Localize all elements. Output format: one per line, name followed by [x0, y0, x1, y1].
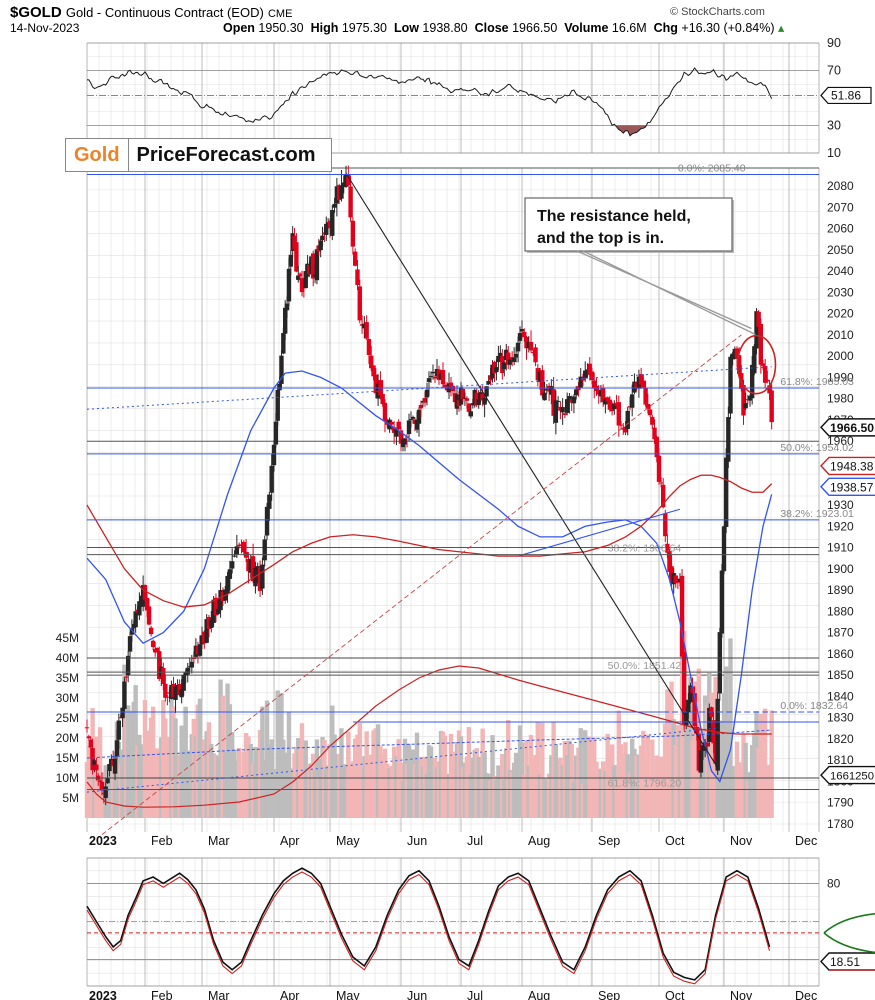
svg-text:Aug: Aug — [528, 834, 550, 848]
svg-text:The resistance held,: The resistance held, — [537, 208, 691, 225]
svg-text:5M: 5M — [62, 791, 79, 805]
svg-text:2020: 2020 — [827, 307, 854, 321]
svg-text:1920: 1920 — [827, 519, 854, 533]
svg-text:2040: 2040 — [827, 264, 854, 278]
svg-text:Aug: Aug — [528, 989, 550, 1000]
svg-text:Feb: Feb — [151, 834, 173, 848]
svg-text:Mar: Mar — [208, 989, 230, 1000]
svg-text:1980: 1980 — [827, 392, 854, 406]
svg-text:1860: 1860 — [827, 647, 854, 661]
svg-text:1780: 1780 — [827, 817, 854, 831]
svg-text:Oct: Oct — [665, 834, 685, 848]
svg-text:61.8%: 1985.03: 61.8%: 1985.03 — [780, 376, 854, 388]
svg-text:2030: 2030 — [827, 285, 854, 299]
svg-text:Jul: Jul — [467, 989, 483, 1000]
svg-text:50.0%: 1954.02: 50.0%: 1954.02 — [780, 442, 854, 454]
svg-text:18.51: 18.51 — [830, 955, 860, 969]
svg-text:2070: 2070 — [827, 200, 854, 214]
svg-text:Jun: Jun — [407, 834, 427, 848]
svg-text:2023: 2023 — [89, 834, 117, 848]
svg-text:1661250: 1661250 — [830, 771, 874, 783]
svg-text:80: 80 — [827, 876, 841, 890]
svg-text:45M: 45M — [56, 631, 79, 645]
svg-text:Mar: Mar — [208, 834, 230, 848]
svg-text:1830: 1830 — [827, 711, 854, 725]
svg-text:35M: 35M — [56, 671, 79, 685]
svg-text:25M: 25M — [56, 711, 79, 725]
svg-text:and the top is in.: and the top is in. — [537, 230, 664, 247]
svg-text:15M: 15M — [56, 751, 79, 765]
svg-text:May: May — [336, 989, 360, 1000]
svg-text:Dec: Dec — [795, 989, 817, 1000]
svg-text:70: 70 — [827, 64, 841, 78]
svg-text:2000: 2000 — [827, 349, 854, 363]
svg-text:1910: 1910 — [827, 541, 854, 555]
svg-text:30: 30 — [827, 119, 841, 133]
svg-text:1870: 1870 — [827, 626, 854, 640]
svg-text:Jun: Jun — [407, 989, 427, 1000]
svg-text:0.0%: 2085.40: 0.0%: 2085.40 — [678, 163, 746, 175]
svg-text:1790: 1790 — [827, 796, 854, 810]
svg-text:1938.57: 1938.57 — [830, 480, 874, 494]
svg-text:50.0%: 1851.42: 50.0%: 1851.42 — [608, 660, 682, 672]
svg-text:2023: 2023 — [89, 989, 117, 1000]
svg-text:Nov: Nov — [730, 989, 753, 1000]
svg-text:Sep: Sep — [598, 989, 620, 1000]
svg-text:2060: 2060 — [827, 222, 854, 236]
svg-text:10: 10 — [827, 146, 841, 160]
svg-text:61.8%: 1796.20: 61.8%: 1796.20 — [608, 778, 682, 790]
svg-text:10M: 10M — [56, 771, 79, 785]
svg-text:1890: 1890 — [827, 583, 854, 597]
svg-text:Nov: Nov — [730, 834, 753, 848]
svg-text:Oct: Oct — [665, 989, 685, 1000]
svg-text:1900: 1900 — [827, 562, 854, 576]
svg-text:1948.38: 1948.38 — [830, 459, 874, 473]
svg-text:2050: 2050 — [827, 243, 854, 257]
svg-text:51.86: 51.86 — [831, 88, 861, 102]
svg-text:38.2%: 1906.64: 38.2%: 1906.64 — [608, 543, 682, 555]
svg-text:0.0%: 1832.64: 0.0%: 1832.64 — [780, 700, 848, 712]
svg-text:1820: 1820 — [827, 732, 854, 746]
svg-text:38.2%: 1923.01: 38.2%: 1923.01 — [780, 508, 854, 520]
svg-text:40M: 40M — [56, 651, 79, 665]
svg-text:Apr: Apr — [280, 834, 299, 848]
svg-text:May: May — [336, 834, 360, 848]
svg-text:2010: 2010 — [827, 328, 854, 342]
svg-text:Feb: Feb — [151, 989, 173, 1000]
svg-text:Sep: Sep — [598, 834, 620, 848]
svg-text:Jul: Jul — [467, 834, 483, 848]
svg-text:90: 90 — [827, 36, 841, 50]
svg-text:1966.50: 1966.50 — [830, 421, 874, 435]
svg-text:1810: 1810 — [827, 753, 854, 767]
svg-text:1880: 1880 — [827, 604, 854, 618]
svg-text:1850: 1850 — [827, 668, 854, 682]
svg-text:30M: 30M — [56, 691, 79, 705]
svg-text:20M: 20M — [56, 731, 79, 745]
svg-text:2080: 2080 — [827, 179, 854, 193]
svg-text:Dec: Dec — [795, 834, 817, 848]
svg-text:Apr: Apr — [280, 989, 299, 1000]
